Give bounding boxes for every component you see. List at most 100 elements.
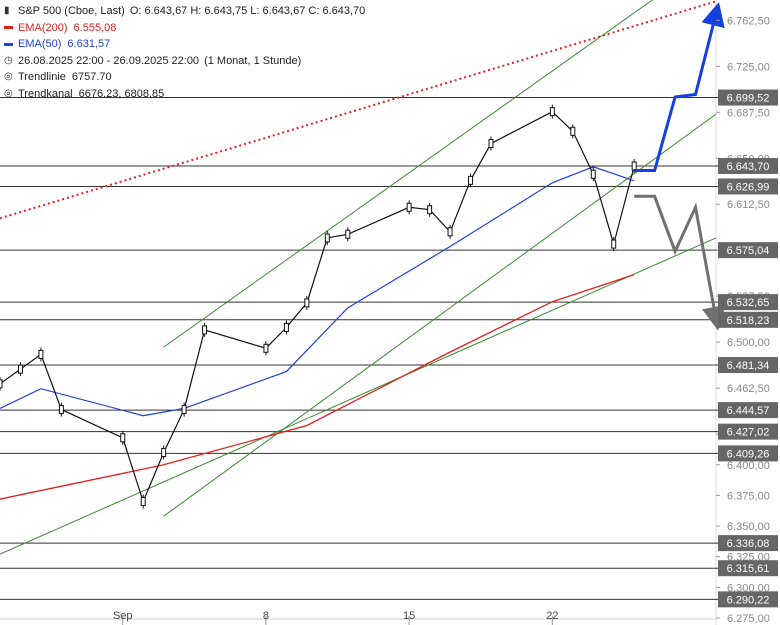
level-tag bbox=[718, 402, 778, 419]
y-tick-label: 6.275,00 bbox=[727, 613, 770, 625]
scenario-arrows bbox=[634, 1, 726, 331]
level-tag bbox=[718, 423, 778, 440]
x-tick-label: Sep bbox=[113, 610, 133, 622]
target-icon: ◎ bbox=[4, 87, 13, 99]
level-tag-label: 6.518,23 bbox=[727, 315, 770, 327]
candle-body bbox=[304, 298, 310, 308]
legend-ema50-label: EMA(50) bbox=[18, 38, 62, 50]
x-tick-label: 22 bbox=[546, 610, 558, 622]
level-tag bbox=[718, 445, 778, 462]
level-tag-label: 6.643,70 bbox=[727, 161, 770, 173]
legend-ema200-value: 6.555,08 bbox=[73, 21, 117, 34]
legend-trendchannel-row: ◎ Trendkanal 6676.23, 6808.85 bbox=[4, 86, 365, 103]
x-axis: Sep 8 15 22 bbox=[0, 610, 716, 625]
legend-ema50-row: EMA(50) 6.631,57 bbox=[4, 36, 365, 53]
support-trend-line bbox=[0, 237, 717, 555]
candle-body bbox=[17, 364, 23, 374]
candle-body bbox=[468, 175, 474, 185]
candle-body bbox=[406, 202, 412, 212]
candle-body bbox=[161, 447, 167, 457]
legend-period-row: ◷ 26.08.2025 22:00 - 26.09.2025 22:00 (1… bbox=[4, 53, 365, 70]
trendkanal-upper-line bbox=[163, 0, 654, 348]
level-tag bbox=[718, 357, 778, 374]
level-tag-label: 6.427,02 bbox=[727, 427, 770, 439]
candle-body bbox=[345, 229, 351, 239]
candle-body bbox=[549, 107, 555, 117]
level-tag-label: 6.409,26 bbox=[727, 448, 770, 460]
candle-body bbox=[570, 126, 576, 136]
target-icon: ◎ bbox=[4, 71, 13, 82]
level-tag bbox=[718, 89, 778, 106]
level-tag-label: 6.336,08 bbox=[727, 538, 770, 550]
legend-trendline-value: 6757.70 bbox=[71, 71, 112, 83]
level-lines bbox=[0, 97, 718, 600]
y-tick-label: 6.725,00 bbox=[727, 61, 770, 73]
ema-lines bbox=[0, 166, 635, 500]
y-tick-label: 6.612,50 bbox=[727, 199, 770, 211]
candle-body bbox=[488, 139, 494, 149]
level-tag bbox=[718, 178, 778, 195]
level-tag-label: 6.315,61 bbox=[727, 563, 770, 575]
y-tick-label: 6.350,00 bbox=[727, 521, 770, 533]
legend-ema50-value: 6.631,57 bbox=[67, 38, 111, 50]
legend-title-row: ▮ S&P 500 (Cboe, Last) O: 6.643,67 H: 6.… bbox=[4, 3, 365, 20]
ema200-line bbox=[0, 273, 635, 500]
scenario-up-arrow bbox=[634, 1, 725, 172]
level-tag-label: 6.575,04 bbox=[727, 245, 770, 257]
level-tag-label: 6.626,99 bbox=[727, 181, 770, 193]
candle-body bbox=[611, 239, 617, 249]
level-tag bbox=[718, 311, 778, 328]
level-tag-label: 6.699,52 bbox=[727, 93, 770, 105]
level-tag bbox=[718, 294, 778, 311]
ema200-swatch-icon bbox=[4, 26, 13, 30]
candle-body bbox=[283, 322, 289, 332]
candle-body bbox=[181, 405, 187, 415]
y-tick-label: 6.500,00 bbox=[727, 337, 770, 349]
candlestick-icon: ▮ bbox=[4, 5, 10, 16]
level-tag-label: 6.290,22 bbox=[727, 594, 770, 606]
y-tick-label: 6.462,50 bbox=[727, 383, 770, 395]
candle-body bbox=[447, 227, 453, 237]
price-series bbox=[0, 104, 637, 509]
candle-body bbox=[590, 169, 596, 179]
candle-body bbox=[427, 205, 433, 215]
legend-period: 26.08.2025 22:00 - 26.09.2025 22:00 bbox=[18, 54, 200, 67]
legend-ema200-row: EMA(200) 6.555,08 bbox=[4, 20, 365, 37]
level-tag-label: 6.444,57 bbox=[727, 405, 770, 417]
y-tick-label: 6.762,50 bbox=[727, 15, 770, 27]
trendkanal-lower-line bbox=[163, 113, 717, 517]
level-tag-label: 6.532,65 bbox=[727, 297, 770, 309]
legend-trendchannel-label: Trendkanal bbox=[18, 87, 73, 100]
candle-body bbox=[120, 433, 126, 443]
ema50-line bbox=[0, 166, 635, 417]
level-tag bbox=[718, 560, 778, 577]
level-tag bbox=[718, 157, 778, 174]
level-tag bbox=[718, 591, 778, 608]
clock-icon: ◷ bbox=[4, 54, 13, 66]
legend-title: S&P 500 (Cboe, Last) bbox=[18, 5, 125, 17]
candle-body bbox=[0, 379, 3, 389]
legend-ema200-label: EMA(200) bbox=[18, 21, 68, 34]
legend-ohlc: O: 6.643,67 H: 6.643,75 L: 6.643,67 C: 6… bbox=[129, 5, 366, 17]
ema50-swatch-icon bbox=[4, 42, 13, 46]
level-tags: 6.699,52 6.643,70 6.626,99 6.575,04 6.532,65… bbox=[718, 89, 778, 608]
chart-legend: ▮ S&P 500 (Cboe, Last) O: 6.643,67 H: 6.… bbox=[4, 3, 365, 102]
x-tick-label: 15 bbox=[403, 610, 415, 622]
legend-trendline-label: Trendlinie bbox=[18, 71, 66, 83]
legend-trendline-row: ◎ Trendlinie 6757.70 bbox=[4, 69, 365, 86]
candle-body bbox=[263, 343, 269, 353]
legend-interval: (1 Monat, 1 Stunde) bbox=[204, 54, 302, 67]
level-tag bbox=[718, 242, 778, 259]
price-line bbox=[0, 110, 635, 504]
candle-body bbox=[140, 497, 146, 507]
level-tag-label: 6.481,34 bbox=[727, 360, 770, 372]
candle-body bbox=[38, 349, 44, 359]
candle-body bbox=[202, 325, 208, 335]
scenario-down-arrow bbox=[634, 194, 726, 331]
y-tick-label: 6.687,50 bbox=[727, 107, 770, 119]
y-tick-label: 6.400,00 bbox=[727, 460, 770, 472]
candle-body bbox=[58, 405, 64, 415]
trend-lines bbox=[0, 0, 717, 555]
y-tick-label: 6.375,00 bbox=[727, 490, 770, 502]
